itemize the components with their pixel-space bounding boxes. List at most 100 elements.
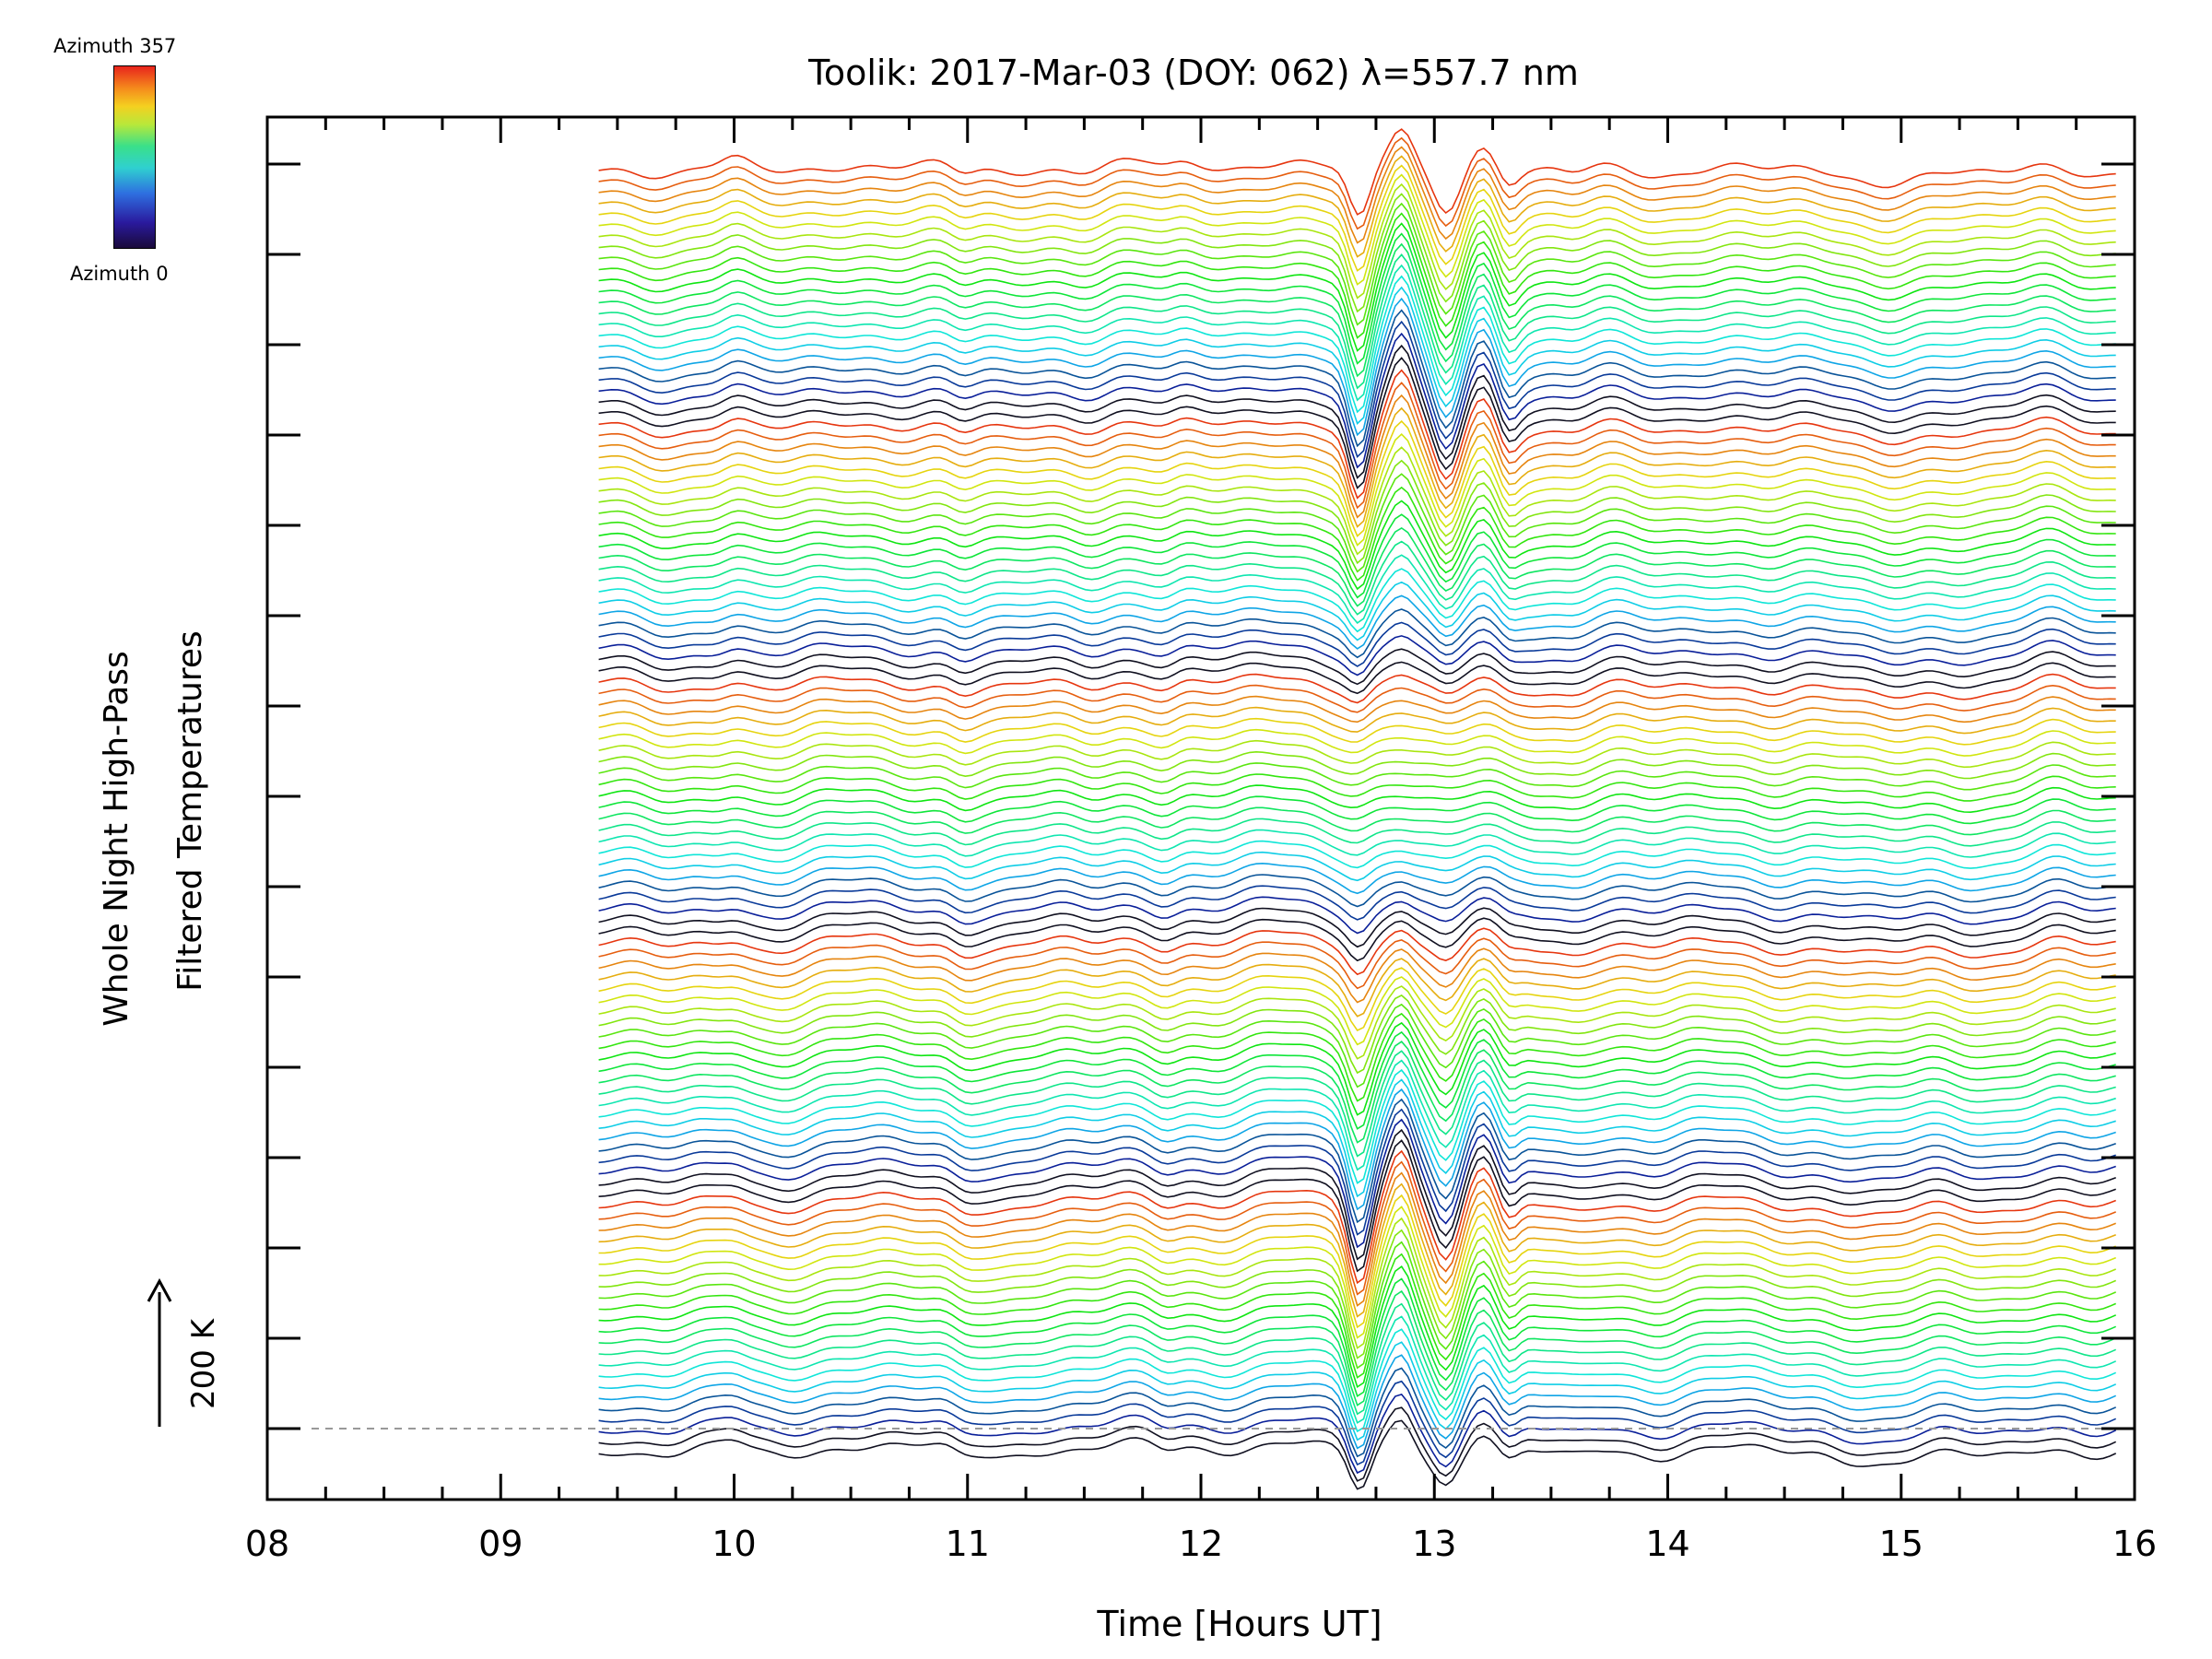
azimuth-trace [598,739,2116,769]
azimuth-trace [598,1419,2117,1490]
azimuth-trace [598,1068,2116,1184]
azimuth-trace [598,297,2116,437]
azimuth-trace [598,967,2116,1032]
x-tick-label: 09 [478,1524,523,1564]
azimuth-trace [598,1289,2117,1406]
x-tick-label: 11 [946,1524,990,1564]
azimuth-trace [598,332,2116,469]
azimuth-trace [598,927,2116,976]
azimuth-trace [598,500,2116,591]
azimuth-trace [598,648,2116,686]
x-axis-tick-labels: 08 09 10 11 12 13 14 15 16 [245,1524,2157,1564]
azimuth-trace [598,136,2116,230]
azimuth-trace [598,554,2116,624]
colorbar-bottom-label: Azimuth 0 [70,263,169,285]
azimuth-trace [598,684,2116,713]
azimuth-trace [598,1149,2116,1285]
azimuth-trace [598,635,2116,677]
azimuth-trace [598,717,2116,746]
azimuth-trace [598,762,2116,791]
azimuth-trace [598,309,2116,448]
azimuth-trace [598,146,2116,244]
azimuth-trace [598,1393,2117,1475]
azimuth-trace [598,182,2116,300]
azimuth-trace [598,1206,2117,1339]
azimuth-trace [598,1088,2116,1211]
azimuth-trace [598,193,2116,313]
azimuth-trace [598,1217,2117,1349]
azimuth-trace [598,155,2116,258]
azimuth-trace [598,661,2116,695]
azimuth-trace [598,621,2116,667]
colorbar-top-label: Azimuth 357 [53,35,177,57]
azimuth-trace [598,459,2116,565]
azimuth-trace [598,286,2116,425]
azimuth-trace [598,795,2116,825]
azimuth-trace [598,526,2116,607]
azimuth-trace [598,773,2116,802]
azimuth-trace [598,1021,2116,1116]
azimuth-trace [598,907,2116,948]
azimuth-trace [598,320,2116,459]
azimuth-trace [598,242,2116,378]
azimuth-trace [598,1380,2117,1466]
azimuth-trace [598,1328,2117,1433]
azimuth-trace [598,1128,2116,1261]
azimuth-trace [598,1253,2117,1379]
azimuth-trace [598,851,2116,882]
azimuth-trace [598,994,2116,1075]
azimuth-trace [598,513,2116,599]
x-tick-label: 14 [1645,1524,1689,1564]
azimuth-trace [598,406,2116,528]
azimuth-trace [598,1012,2116,1102]
azimuth-trace [598,222,2116,352]
azimuth-trace [598,874,2116,908]
azimuth-trace [598,446,2116,556]
x-axis-ticks [265,117,2136,1500]
azimuth-trace [598,1277,2117,1398]
azimuth-trace [598,164,2116,272]
azimuth-trace [598,1160,2116,1296]
azimuth-trace [598,581,2116,641]
azimuth-trace [598,1050,2116,1158]
plot-frame [265,115,2136,1501]
y-axis-label-line-2: Filtered Temperatures [171,630,209,992]
azimuth-trace [598,264,2116,402]
azimuth-trace [598,1302,2117,1416]
azimuth-trace [598,1003,2116,1088]
chart-title: Toolik: 2017-Mar-03 (DOY: 062) λ=557.7 n… [807,53,1579,93]
azimuth-trace [598,862,2116,895]
azimuth-trace [598,357,2116,489]
azimuth-trace [598,750,2116,780]
x-tick-label: 13 [1412,1524,1456,1564]
azimuth-trace [598,947,2116,1004]
azimuth-trace [598,382,2116,510]
azimuth-trace [598,394,2116,519]
azimuth-trace [598,1030,2116,1130]
azimuth-trace [598,1108,2116,1236]
azimuth-trace [598,369,2116,500]
azimuth-trace [598,1194,2117,1329]
azimuth-trace [598,673,2116,704]
azimuth-trace [598,784,2116,814]
azimuth-trace [598,1241,2117,1370]
x-tick-label: 08 [245,1524,289,1564]
azimuth-trace [598,419,2116,537]
azimuth-trace [598,806,2116,836]
azimuth-trace [598,1182,2116,1318]
azimuth-trace [598,173,2116,286]
azimuth-trace [598,344,2116,479]
azimuth-trace [598,1139,2116,1273]
azimuth-trace [598,1098,2116,1224]
y-axis-ticks [267,162,2135,1430]
azimuth-trace [598,1059,2116,1171]
azimuth-trace [598,728,2116,757]
azimuth-trace [598,568,2116,633]
azimuth-trace [598,1406,2117,1482]
azimuth-trace [598,1265,2117,1389]
azimuth-trace [598,1315,2117,1424]
azimuth-trace [598,486,2116,582]
y-axis-label-line-1: Whole Night High-Pass [98,651,135,1027]
scale-label: 200 K [185,1317,222,1409]
